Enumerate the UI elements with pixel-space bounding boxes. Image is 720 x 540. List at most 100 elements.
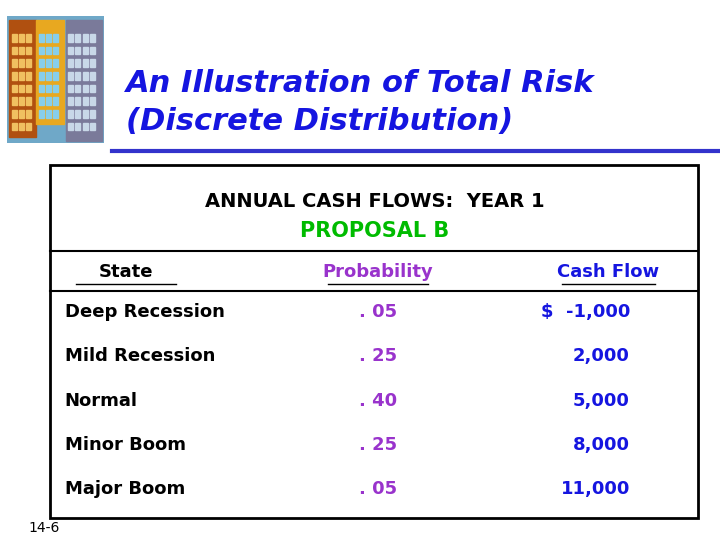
Bar [75,59,80,67]
Bar [19,85,24,92]
Bar [40,85,44,92]
Bar [9,20,37,137]
Bar [26,34,30,42]
Bar [40,46,44,55]
Bar [75,97,80,105]
Bar [46,72,51,80]
Bar [46,59,51,67]
Bar [12,59,17,67]
Bar [90,110,95,118]
Bar [83,34,88,42]
Bar [68,85,73,92]
Text: (Discrete Distribution): (Discrete Distribution) [126,107,513,136]
Bar [83,72,88,80]
Bar [40,34,44,42]
Text: . 40: . 40 [359,392,397,410]
Bar [68,46,73,55]
Bar [53,97,58,105]
Text: An Illustration of Total Risk: An Illustration of Total Risk [126,69,595,98]
Bar [75,72,80,80]
Bar [46,46,51,55]
Bar [26,72,30,80]
Bar [90,123,95,131]
Bar [12,34,17,42]
Text: Cash Flow: Cash Flow [557,262,660,281]
Text: PROPOSAL B: PROPOSAL B [300,221,449,241]
Text: Deep Recession: Deep Recession [65,303,225,321]
Bar [90,97,95,105]
Bar [19,59,24,67]
Bar [90,46,95,55]
Bar [75,110,80,118]
Bar [12,110,17,118]
Bar [53,34,58,42]
Text: . 25: . 25 [359,347,397,366]
Bar [46,97,51,105]
Text: . 25: . 25 [359,436,397,454]
Text: Probability: Probability [323,262,433,281]
Bar [53,72,58,80]
Bar [40,110,44,118]
Bar [46,34,51,42]
Bar [40,97,44,105]
Bar [19,46,24,55]
Bar [53,110,58,118]
Bar [53,85,58,92]
Bar [36,20,63,124]
Bar [40,59,44,67]
Bar [12,97,17,105]
Bar [12,46,17,55]
Bar [46,110,51,118]
Bar [66,20,102,140]
Text: 2,000: 2,000 [573,347,630,366]
Bar [83,110,88,118]
Bar [68,123,73,131]
Bar [26,110,30,118]
Bar [68,110,73,118]
Bar [19,72,24,80]
Bar [12,85,17,92]
Bar [90,85,95,92]
Bar [19,34,24,42]
Bar [75,123,80,131]
Text: Mild Recession: Mild Recession [65,347,215,366]
Bar [90,72,95,80]
Bar [68,97,73,105]
Bar [53,59,58,67]
Bar [83,123,88,131]
Bar [40,72,44,80]
Text: 5,000: 5,000 [573,392,630,410]
Bar [19,123,24,131]
Bar [68,59,73,67]
Text: 8,000: 8,000 [573,436,630,454]
Text: ANNUAL CASH FLOWS:  YEAR 1: ANNUAL CASH FLOWS: YEAR 1 [204,192,544,212]
Text: $  -1,000: $ -1,000 [541,303,630,321]
Bar [68,34,73,42]
Bar [53,46,58,55]
Text: . 05: . 05 [359,303,397,321]
Bar [46,85,51,92]
Bar [19,110,24,118]
Bar [26,46,30,55]
Bar [68,72,73,80]
Bar [26,123,30,131]
Bar [83,46,88,55]
Text: 14-6: 14-6 [29,521,60,535]
Bar [75,46,80,55]
Bar [26,85,30,92]
Bar [26,59,30,67]
Text: Normal: Normal [65,392,138,410]
Bar [90,59,95,67]
Bar [90,34,95,42]
Bar [83,85,88,92]
Bar [83,97,88,105]
Bar [75,85,80,92]
Bar [75,34,80,42]
Bar [19,97,24,105]
Bar [26,97,30,105]
Text: . 05: . 05 [359,480,397,498]
Text: State: State [99,262,153,281]
Bar [12,123,17,131]
Bar [83,59,88,67]
Text: Major Boom: Major Boom [65,480,185,498]
